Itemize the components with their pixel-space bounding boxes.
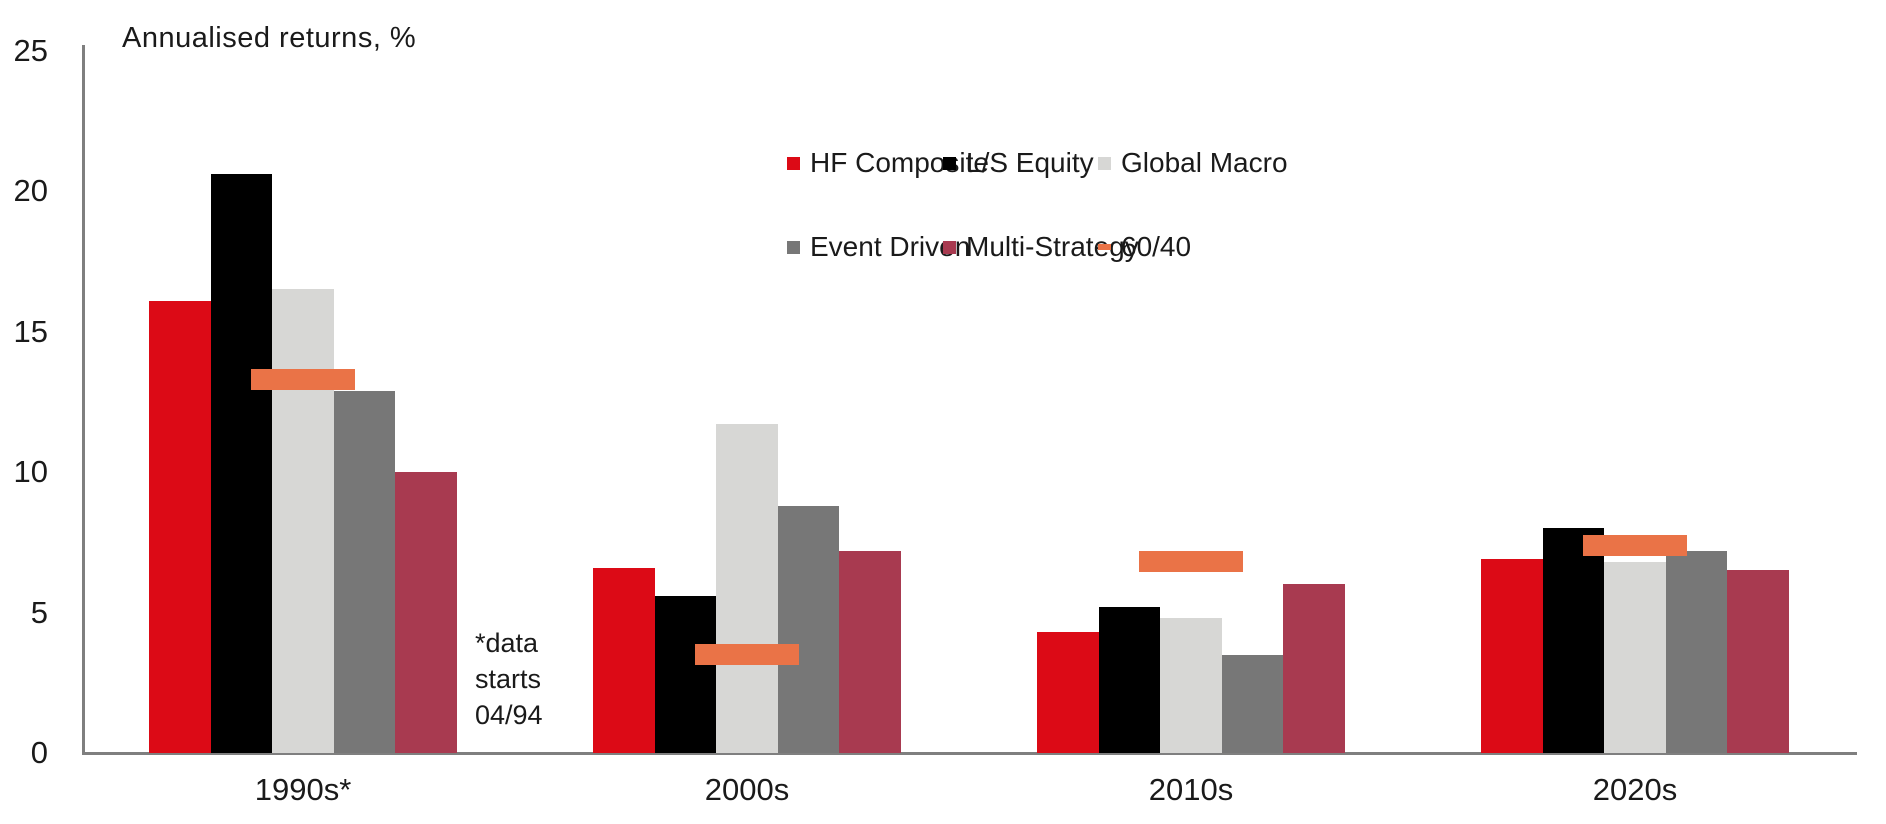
x-axis-category-label: 2020s: [1592, 772, 1678, 807]
legend-label: Global Macro: [1121, 147, 1288, 178]
bar-l-s-equity: [210, 174, 273, 753]
legend-square-swatch-icon: [1098, 156, 1111, 170]
x-axis-line: [82, 752, 1857, 755]
legend-square-swatch-icon: [787, 156, 800, 170]
y-axis-tick-label: 20: [13, 173, 48, 208]
legend-square-swatch-icon: [787, 240, 800, 254]
legend-item-60-40: 60/40: [1098, 231, 1192, 262]
legend-item-hf-composite: HF Composite: [787, 147, 989, 178]
bar-hf-composite: [1037, 632, 1099, 753]
legend-label: L/S Equity: [966, 147, 1094, 178]
x-axis-category-label: 2010s: [1148, 772, 1234, 807]
bar-multi-strategy: [839, 550, 901, 753]
bar-global-macro: [1160, 618, 1222, 753]
chart-title: Annualised returns, %: [122, 22, 417, 54]
bar-event-driven: [333, 390, 396, 753]
bar-l-s-equity: [1098, 606, 1161, 753]
legend-label: HF Composite: [810, 147, 989, 178]
bar-event-driven: [1665, 550, 1728, 753]
dash-marker-60-40: [251, 368, 355, 390]
bar-global-macro: [272, 289, 334, 753]
y-axis-tick-label: 15: [13, 313, 48, 349]
bar-event-driven: [777, 505, 840, 753]
bar-hf-composite: [1481, 559, 1543, 753]
legend-item-l-s-equity: L/S Equity: [943, 147, 1094, 178]
bar-global-macro: [716, 424, 778, 753]
y-axis-line: [82, 45, 85, 753]
footnote-line: starts: [475, 664, 542, 694]
bar-multi-strategy: [395, 472, 457, 753]
bar-l-s-equity: [654, 595, 717, 753]
legend-label: 60/40: [1121, 231, 1192, 262]
dash-marker-60-40: [1139, 551, 1243, 573]
y-axis-tick-label: 0: [30, 735, 48, 770]
footnote-line: 04/94: [475, 700, 543, 730]
legend-square-swatch-icon: [943, 240, 956, 254]
bar-hf-composite: [593, 567, 655, 753]
footnote-annotation: *data starts 04/94: [475, 625, 543, 733]
x-axis-category-label: 2000s: [704, 772, 790, 807]
x-axis-category-label: 1990s*: [254, 772, 352, 807]
bar-event-driven: [1221, 654, 1284, 753]
bar-global-macro: [1604, 561, 1666, 753]
legend-item-global-macro: Global Macro: [1098, 147, 1288, 178]
dash-marker-60-40: [1583, 534, 1687, 556]
dash-marker-60-40: [695, 644, 799, 666]
bar-l-s-equity: [1542, 528, 1605, 753]
legend-square-swatch-icon: [943, 156, 956, 170]
legend-dash-swatch-icon: [1098, 244, 1111, 250]
y-axis-tick-label: 25: [13, 32, 48, 68]
footnote-line: *data: [475, 628, 539, 658]
bar-multi-strategy: [1283, 584, 1345, 753]
bar-hf-composite: [149, 300, 211, 753]
bar-multi-strategy: [1727, 570, 1789, 753]
y-axis-tick-label: 5: [30, 594, 48, 630]
y-axis-tick-label: 10: [13, 454, 48, 489]
